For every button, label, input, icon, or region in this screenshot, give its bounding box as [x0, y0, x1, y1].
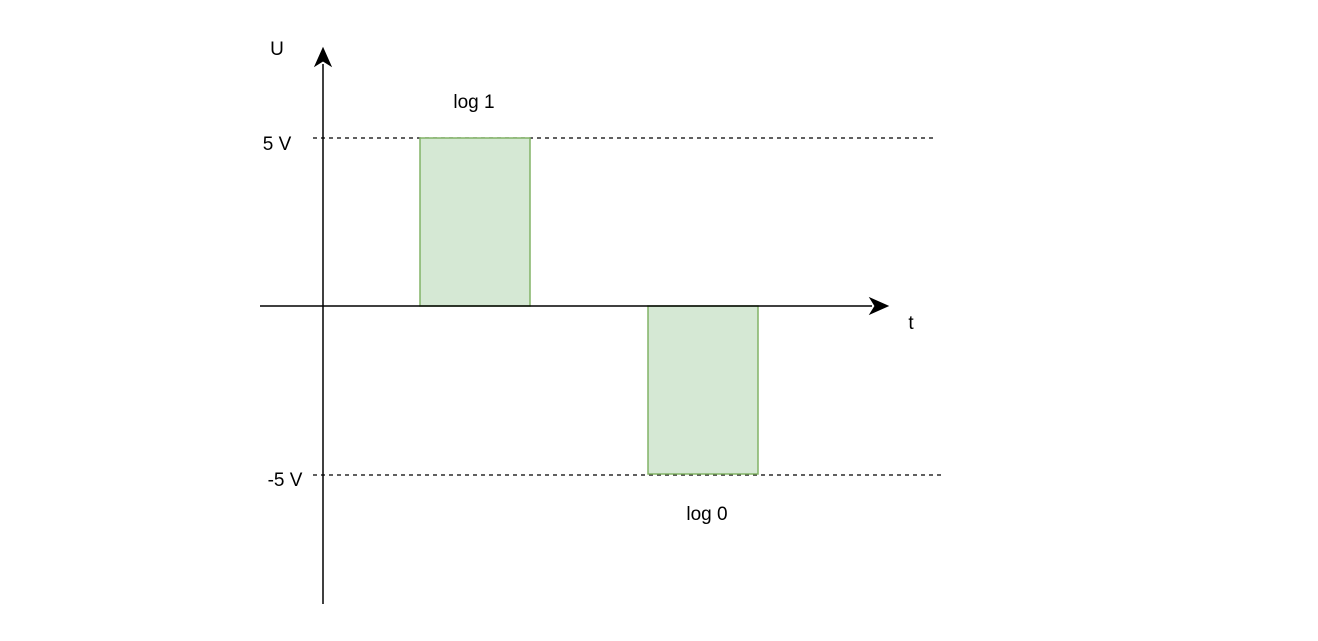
y-axis-label: U — [270, 39, 284, 60]
high-pulse — [419, 137, 531, 307]
low-pulse — [647, 305, 759, 475]
x-axis-label: t — [908, 313, 914, 334]
y-axis-arrowhead — [313, 46, 333, 68]
low-pulse-label: log 0 — [686, 504, 727, 525]
high-level-label: 5 V — [263, 134, 292, 155]
low-level-label: -5 V — [268, 470, 303, 491]
x-axis-arrowhead — [868, 296, 890, 316]
high-pulse-label: log 1 — [453, 92, 494, 113]
